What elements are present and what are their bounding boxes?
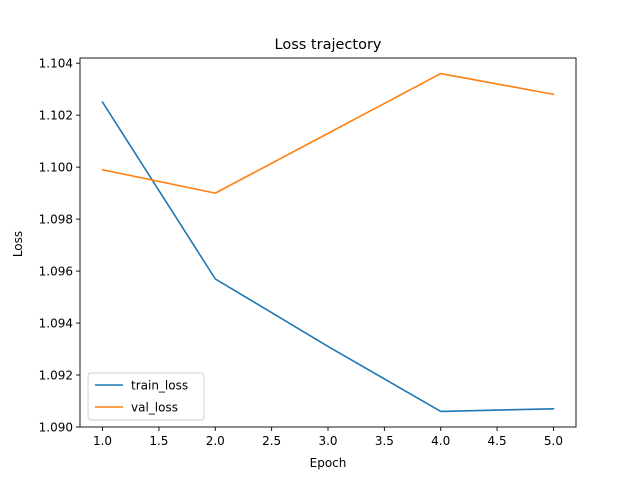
series-line-train_loss [101,101,555,413]
legend: train_loss val_loss [87,372,205,421]
axes-layer: 1.0 1.5 2.0 2.5 3.0 3.5 4.0 4.5 5.0 1.090 1.092 1.0… [39,57,577,448]
y-tick-label: 1.096 [39,265,73,279]
x-tick-label: 2.0 [206,434,225,448]
chart-title: Loss trajectory [275,37,382,53]
x-tick-label: 4.0 [431,434,450,448]
y-tick-label: 1.102 [39,109,73,123]
series-line-val_loss [101,72,555,194]
y-tick-label: 1.090 [39,421,73,435]
x-axis-label: Epoch [310,456,347,470]
x-tick-label: 1.5 [149,434,168,448]
y-tick-label: 1.100 [39,161,73,175]
x-tick-label: 3.0 [318,434,337,448]
legend-label-train_loss: train_loss [131,379,188,393]
y-axis-label: Loss [11,231,25,257]
y-tick-label: 1.092 [39,369,73,383]
x-tick-label: 5.0 [544,434,563,448]
x-tick-label: 2.5 [262,434,281,448]
legend-label-val_loss: val_loss [131,401,178,415]
x-tick-label: 4.5 [488,434,507,448]
x-tick-label: 1.0 [93,434,112,448]
y-tick-label: 1.104 [39,57,73,71]
x-tick-label: 3.5 [375,434,394,448]
y-tick-label: 1.098 [39,213,73,227]
series-layer [101,72,555,413]
y-tick-label: 1.094 [39,317,73,331]
